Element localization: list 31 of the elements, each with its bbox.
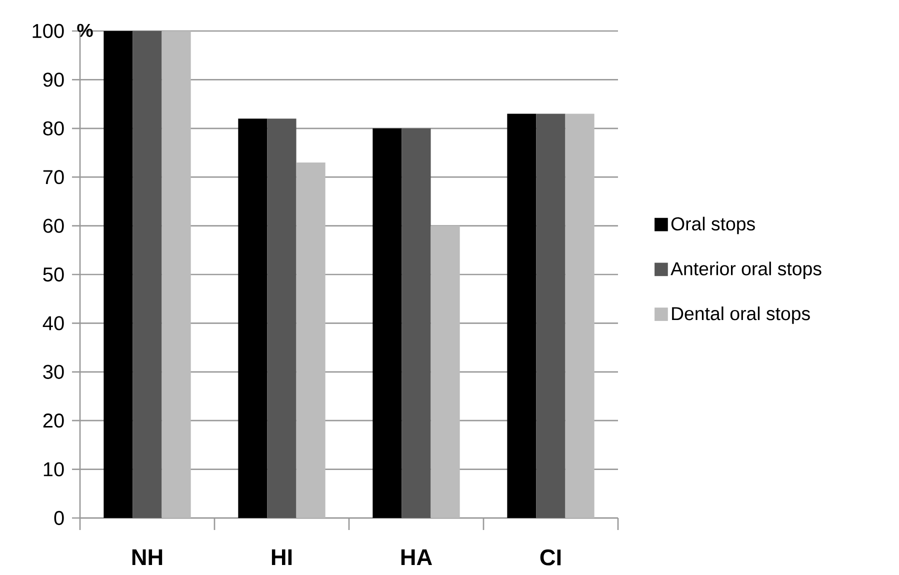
y-tick-label: 100 xyxy=(32,24,64,38)
y-tick-label: 40 xyxy=(42,316,64,330)
bar xyxy=(507,114,536,518)
bar xyxy=(162,30,191,518)
x-tick-label: HA xyxy=(401,549,432,565)
y-tick-label: 90 xyxy=(43,72,64,87)
bar xyxy=(296,162,326,518)
bar xyxy=(430,226,460,518)
y-tick-label: 80 xyxy=(43,121,64,136)
legend-label: Oral stops xyxy=(671,216,755,234)
y-tick-label: 30 xyxy=(43,364,64,379)
bar xyxy=(402,128,431,518)
bar xyxy=(238,118,268,518)
y-tick-label: 50 xyxy=(43,267,64,282)
y-tick-label: 70 xyxy=(43,170,64,184)
legend-label: Dental oral stops xyxy=(672,306,810,324)
y-tick-label: 20 xyxy=(43,414,64,428)
bar xyxy=(565,114,594,518)
y-tick-label: 60 xyxy=(43,218,64,233)
bar xyxy=(267,118,296,518)
bar xyxy=(536,114,566,518)
x-tick-label: CI xyxy=(540,549,561,566)
x-tick-label: NH xyxy=(132,549,162,565)
y-tick-label: 10 xyxy=(44,462,64,476)
y-axis-title: % xyxy=(77,24,93,37)
x-tick-label: HI xyxy=(272,549,292,565)
bar xyxy=(104,30,133,518)
y-tick-label: 0 xyxy=(54,510,64,526)
legend-label: Anterior oral stops xyxy=(670,262,822,280)
bar xyxy=(132,30,162,518)
bar xyxy=(372,128,402,518)
